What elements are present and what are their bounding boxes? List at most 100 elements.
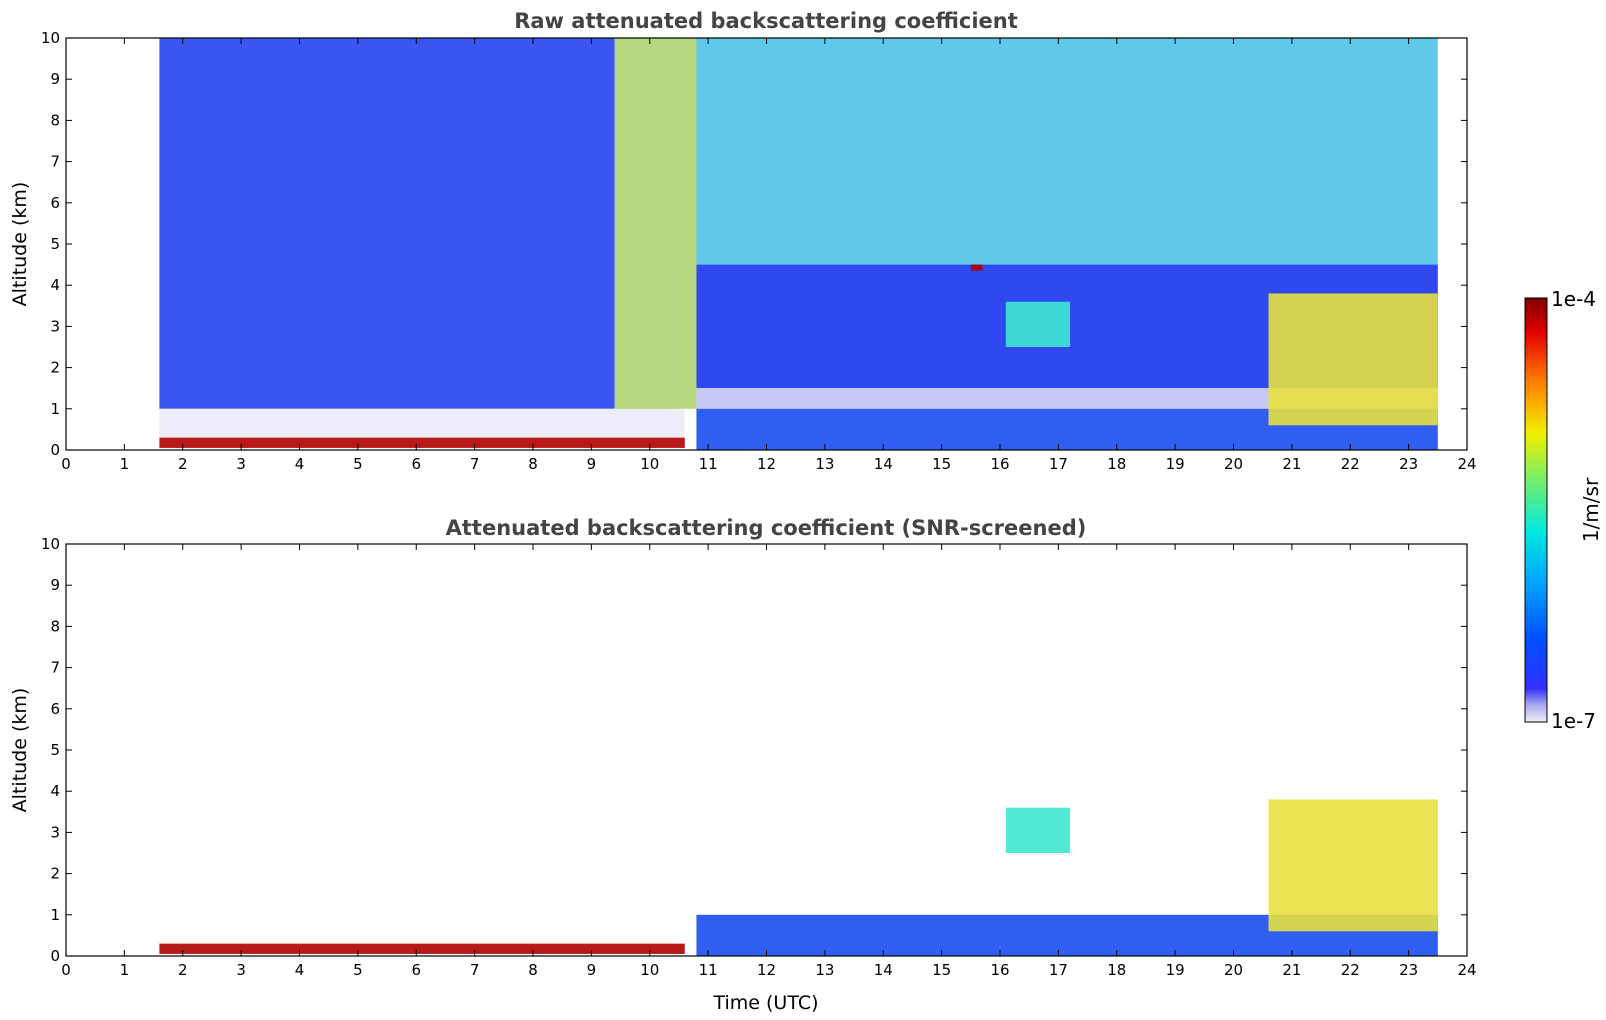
x-tick-label: 14 [874,961,893,979]
x-tick-label: 23 [1399,961,1418,979]
x-tick-label: 6 [411,961,421,979]
x-tick-label: 20 [1224,455,1243,473]
panel-screened-yticks: 0 1 2 3 4 5 6 7 8 9 10 [41,535,1467,965]
panel-raw-heatmap [159,38,1438,450]
x-tick-label: 0 [61,455,71,473]
heatmap-feature [159,943,685,954]
panel-screened-xlabel: Time (UTC) [712,992,818,1014]
x-tick-label: 15 [932,961,951,979]
y-tick-label: 9 [50,70,60,88]
x-tick-label: 24 [1457,961,1476,979]
background-region [696,38,1438,265]
x-tick-label: 9 [587,455,597,473]
x-tick-label: 2 [178,961,188,979]
y-tick-label: 4 [50,276,60,294]
x-tick-label: 22 [1341,961,1360,979]
y-tick-label: 7 [50,659,60,677]
x-tick-label: 21 [1282,455,1301,473]
y-tick-label: 9 [50,576,60,594]
panel-raw-title: Raw attenuated backscattering coefficien… [514,9,1018,33]
y-tick-label: 6 [50,700,60,718]
x-tick-label: 14 [874,455,893,473]
y-tick-label: 8 [50,111,60,129]
y-tick-label: 5 [50,741,60,759]
x-tick-label: 9 [587,961,597,979]
x-tick-label: 13 [815,961,834,979]
x-tick-label: 22 [1341,455,1360,473]
panel-raw-ylabel: Altitude (km) [9,182,31,307]
panel-raw: Raw attenuated backscattering coefficien… [9,9,1477,473]
y-tick-label: 3 [50,823,60,841]
y-tick-label: 2 [50,359,60,377]
heatmap-feature [1268,293,1438,426]
x-tick-label: 2 [178,455,188,473]
panel-screened-title: Attenuated backscattering coefficient (S… [446,516,1087,540]
heatmap-feature [1005,301,1071,347]
y-tick-label: 5 [50,235,60,253]
heatmap-feature [970,264,983,271]
x-tick-label: 10 [640,455,659,473]
x-tick-label: 7 [470,961,480,979]
x-tick-label: 13 [815,455,834,473]
y-tick-label: 7 [50,153,60,171]
x-tick-label: 4 [295,961,305,979]
x-tick-label: 0 [61,961,71,979]
x-tick-label: 17 [1049,961,1068,979]
y-tick-label: 10 [41,535,60,553]
y-tick-label: 2 [50,865,60,883]
background-region [159,38,615,409]
panel-screened-ylabel: Altitude (km) [9,688,31,813]
x-tick-label: 16 [990,961,1009,979]
x-tick-label: 3 [236,961,246,979]
heatmap-feature [1005,807,1071,853]
x-tick-label: 18 [1107,961,1126,979]
x-tick-label: 4 [295,455,305,473]
heatmap-feature [159,437,685,448]
heatmap-feature [1268,799,1438,932]
panel-raw-xticks: 0 1 2 3 4 5 6 7 8 9 10 11 12 13 14 15 16 17 18 19 20 21 22 23 24 [61,38,1477,473]
y-tick-label: 0 [50,947,60,965]
colorbar-max-label: 1e-4 [1551,287,1596,311]
x-tick-label: 11 [699,455,718,473]
x-tick-label: 8 [528,455,538,473]
y-tick-label: 0 [50,441,60,459]
x-tick-label: 5 [353,455,363,473]
x-tick-label: 19 [1166,961,1185,979]
y-tick-label: 10 [41,29,60,47]
panel-raw-yticks: 0 1 2 3 4 5 6 7 8 9 10 [41,29,1467,459]
x-tick-label: 16 [990,455,1009,473]
x-tick-label: 17 [1049,455,1068,473]
x-tick-label: 1 [120,961,130,979]
x-tick-label: 1 [120,455,130,473]
y-tick-label: 8 [50,617,60,635]
x-tick-label: 18 [1107,455,1126,473]
x-tick-label: 12 [757,961,776,979]
x-tick-label: 10 [640,961,659,979]
x-tick-label: 3 [236,455,246,473]
panel-screened-frame [65,543,1468,957]
x-tick-label: 21 [1282,961,1301,979]
background-region [159,408,685,438]
panel-screened-heatmap [159,799,1438,956]
panel-screened: Attenuated backscattering coefficient (S… [9,516,1477,1014]
background-region [696,388,1438,409]
colorbar-gradient [1524,297,1548,723]
colorbar: 1e-4 1e-7 1/m/sr [1524,287,1603,733]
x-tick-label: 20 [1224,961,1243,979]
y-tick-label: 1 [50,906,60,924]
colorbar-unit-label: 1/m/sr [1579,477,1603,542]
y-tick-label: 3 [50,317,60,335]
panel-screened-xticks: 0 1 2 3 4 5 6 7 8 9 10 11 12 13 14 15 16 17 18 19 20 21 22 23 24 [61,544,1477,979]
x-tick-label: 6 [411,455,421,473]
y-tick-label: 6 [50,194,60,212]
y-tick-label: 1 [50,400,60,418]
x-tick-label: 8 [528,961,538,979]
x-tick-label: 19 [1166,455,1185,473]
x-tick-label: 11 [699,961,718,979]
x-tick-label: 24 [1457,455,1476,473]
x-tick-label: 15 [932,455,951,473]
x-tick-label: 23 [1399,455,1418,473]
x-tick-label: 12 [757,455,776,473]
background-region [614,38,697,409]
colorbar-min-label: 1e-7 [1551,709,1596,733]
